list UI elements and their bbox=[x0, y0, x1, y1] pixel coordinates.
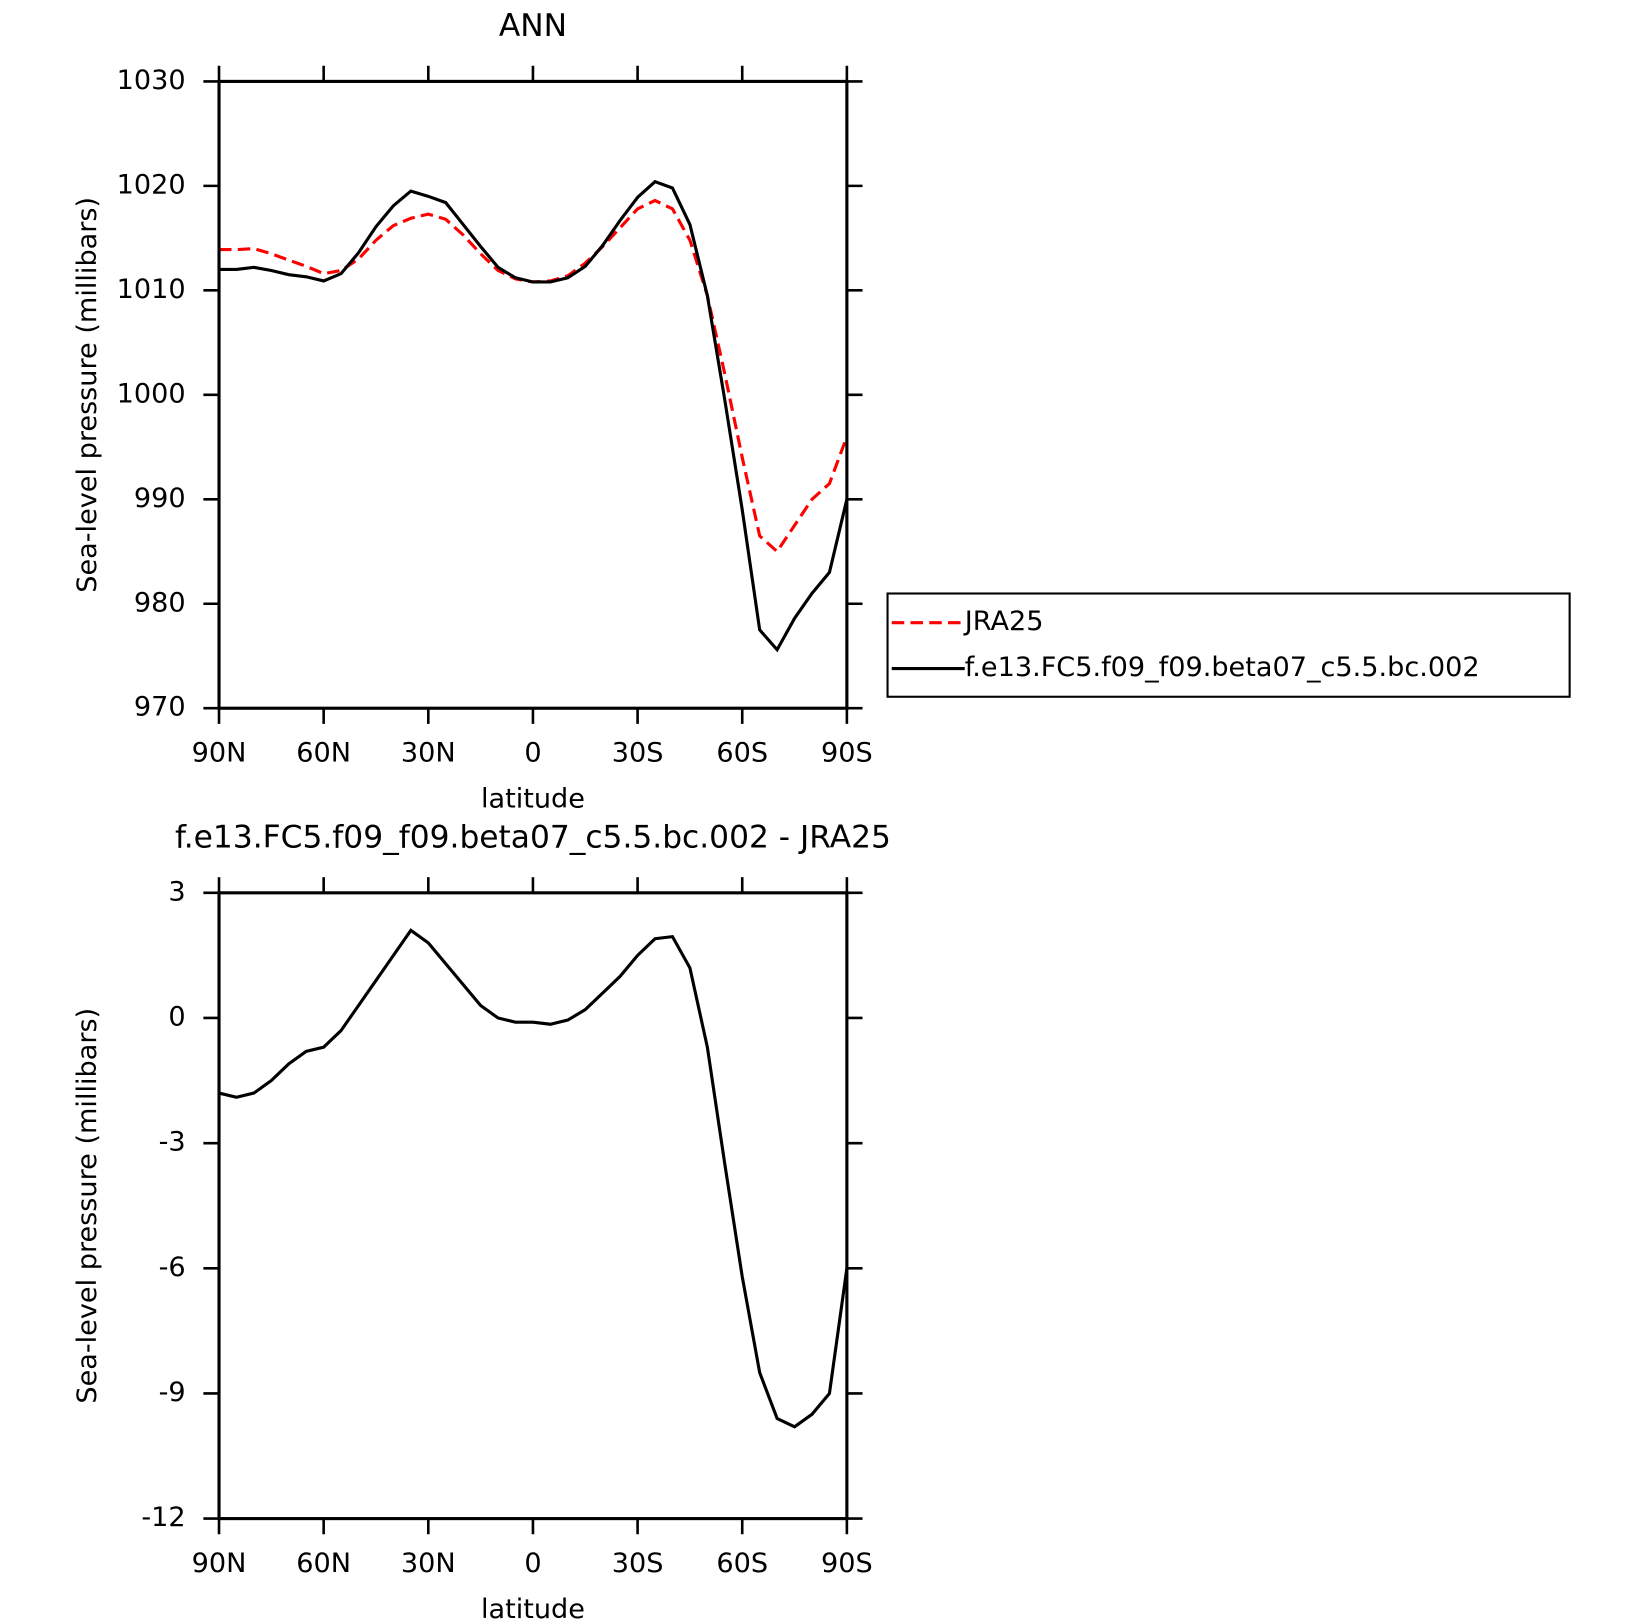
data-line bbox=[219, 198, 849, 554]
y-tick-label: -9 bbox=[159, 1377, 186, 1408]
legend-label: JRA25 bbox=[963, 606, 1044, 637]
y-axis-label: Sea-level pressure (millibars) bbox=[72, 197, 103, 593]
y-tick-label: -6 bbox=[159, 1252, 186, 1283]
chart: ANN latitude Sea-level pressure (millibars… bbox=[72, 8, 1571, 815]
x-tick-label: 60N bbox=[296, 1548, 351, 1579]
x-tick-label: 0 bbox=[524, 1548, 541, 1579]
y-tick-label: -3 bbox=[159, 1127, 186, 1158]
y-tick-label: 990 bbox=[134, 483, 186, 514]
legend-box bbox=[886, 592, 1571, 698]
x-tick-label: 90N bbox=[192, 738, 247, 769]
x-tick-label: 0 bbox=[524, 738, 541, 769]
plot-frame bbox=[217, 79, 849, 710]
x-tick-label: 90S bbox=[821, 1548, 873, 1579]
y-tick-label: 1000 bbox=[117, 378, 186, 409]
x-tick-label: 30N bbox=[401, 738, 456, 769]
x-tick-label: 60S bbox=[716, 738, 768, 769]
y-tick-label: -12 bbox=[141, 1502, 185, 1533]
x-axis-label: latitude bbox=[481, 1594, 585, 1624]
plot-frame bbox=[217, 891, 849, 1521]
x-axis-label: latitude bbox=[481, 784, 585, 815]
y-tick-label: 1030 bbox=[117, 65, 186, 96]
legend-label: f.e13.FC5.f09_f09.beta07_c5.5.bc.002 bbox=[965, 652, 1480, 683]
x-tick-label: 60S bbox=[716, 1548, 768, 1579]
chart: f.e13.FC5.f09_f09.beta07_c5.5.bc.002 - J… bbox=[72, 820, 891, 1624]
chart-title: ANN bbox=[499, 8, 567, 44]
chart-title: f.e13.FC5.f09_f09.beta07_c5.5.bc.002 - J… bbox=[175, 820, 891, 856]
y-tick-label: 3 bbox=[168, 876, 185, 907]
x-tick-label: 60N bbox=[296, 738, 351, 769]
x-tick-label: 90N bbox=[192, 1548, 247, 1579]
y-axis-label: Sea-level pressure (millibars) bbox=[72, 1008, 103, 1404]
x-tick-label: 30N bbox=[401, 1548, 456, 1579]
x-tick-label: 90S bbox=[821, 738, 873, 769]
y-tick-label: 980 bbox=[134, 587, 186, 618]
y-tick-label: 0 bbox=[168, 1001, 185, 1032]
data-line bbox=[218, 928, 849, 1429]
data-line bbox=[219, 179, 849, 653]
y-tick-label: 970 bbox=[134, 692, 186, 723]
x-tick-label: 30S bbox=[612, 1548, 664, 1579]
x-tick-label: 30S bbox=[612, 738, 664, 769]
y-tick-label: 1020 bbox=[117, 169, 186, 200]
y-tick-label: 1010 bbox=[117, 274, 186, 305]
